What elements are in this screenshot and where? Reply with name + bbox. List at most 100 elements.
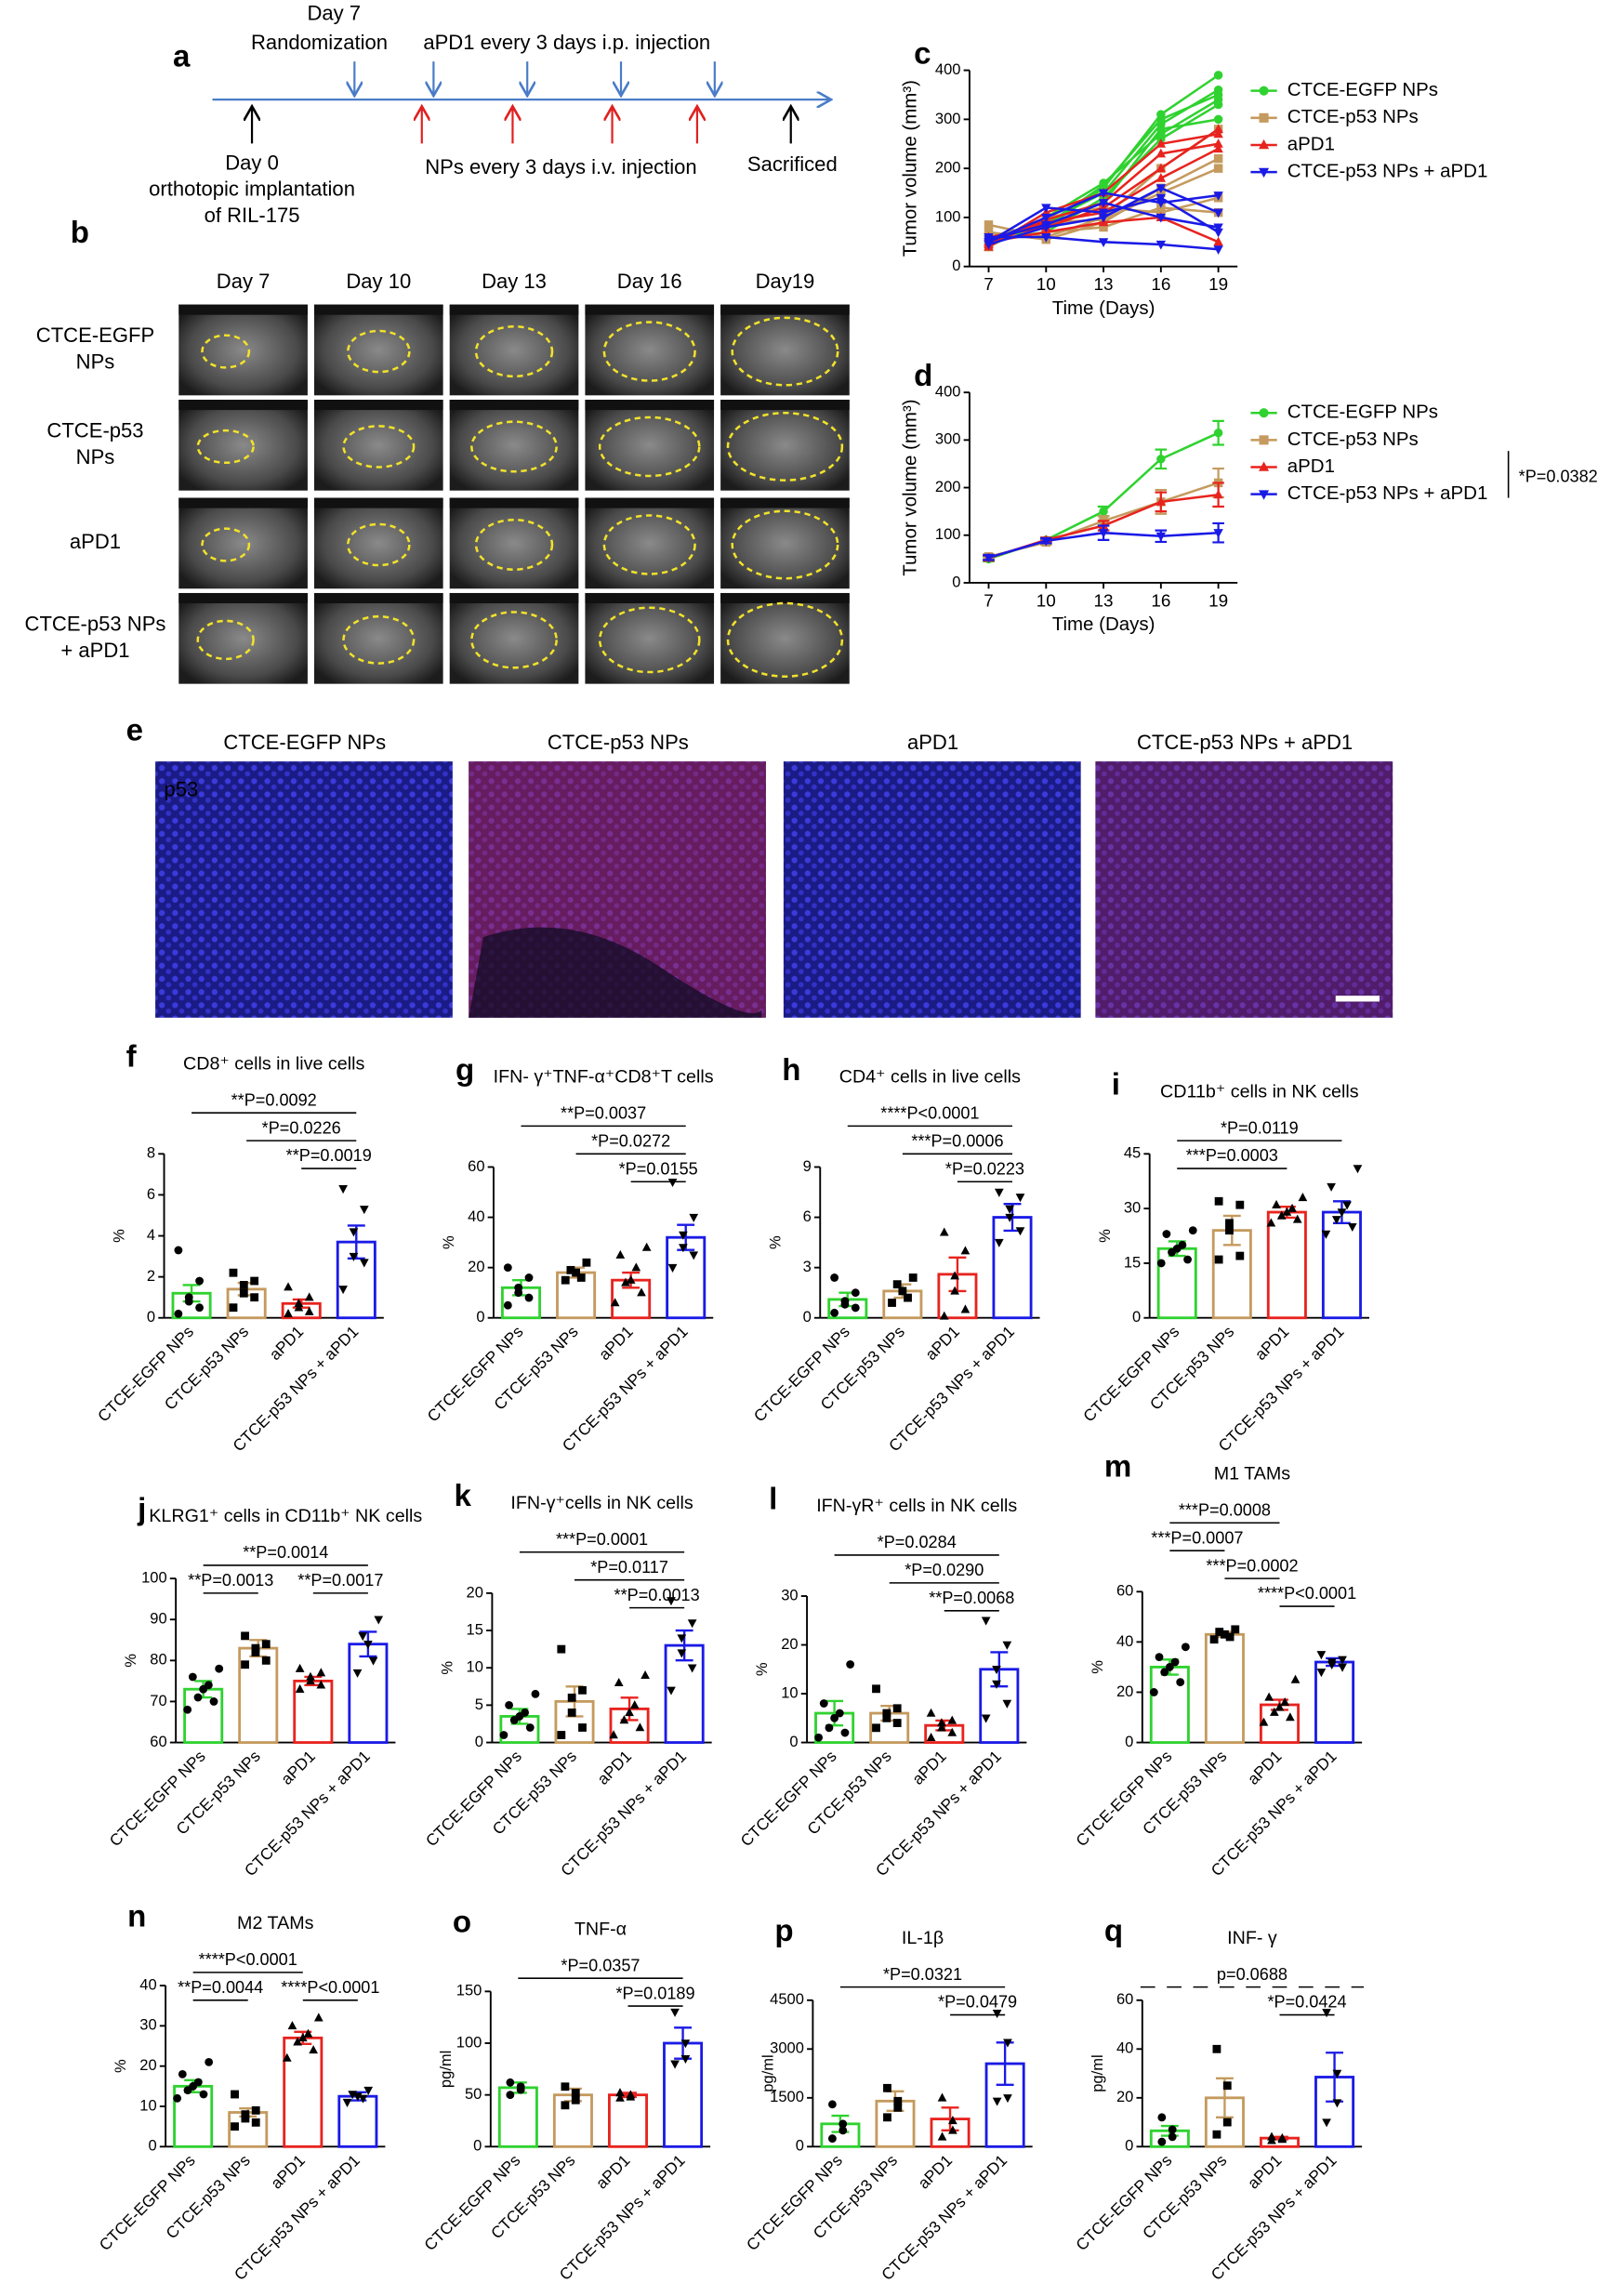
ultrasound-image	[314, 400, 443, 491]
data-point	[1212, 2130, 1221, 2139]
data-point	[1225, 1226, 1234, 1235]
x-tick-label: aPD1	[267, 2151, 309, 2193]
point	[1041, 233, 1051, 243]
probe-edge	[314, 497, 443, 508]
significance-label: *P=0.0357	[561, 1956, 640, 1974]
ultrasound-image	[449, 400, 579, 491]
data-point	[1342, 1201, 1352, 1210]
probe-edge	[585, 592, 715, 604]
data-point	[1222, 2118, 1232, 2127]
ultrasound-grid: Day 7 Day 10 Day 13 Day 16 Day19 CTCE-EGFP NPs…	[25, 270, 850, 684]
data-point	[503, 1300, 512, 1310]
significance-label: *P=0.0155	[619, 1159, 698, 1178]
data-point	[506, 2091, 515, 2100]
point	[1155, 163, 1167, 173]
image-title: CTCE-EGFP NPs	[223, 731, 386, 754]
legend-label: CTCE-p53 NPs	[1287, 429, 1419, 450]
y-axis-label: %	[111, 1229, 128, 1243]
x-tick-label: CTCE-EGFP NPs	[1072, 2151, 1175, 2254]
data-point	[241, 2110, 250, 2119]
y-tick-label: 10	[467, 1658, 483, 1676]
x-tick-label: aPD1	[1244, 2151, 1286, 2193]
data-point	[994, 1238, 1004, 1247]
data-point	[174, 1246, 183, 1255]
y-tick-label: 40	[139, 1975, 156, 1993]
timeline-text: NPs every 3 days i.v. injection	[425, 155, 696, 178]
ultrasound-image	[178, 304, 308, 396]
data-point	[1353, 1165, 1363, 1174]
panel-letter: e	[126, 713, 143, 747]
data-point	[1269, 1707, 1279, 1716]
data-point	[561, 2101, 570, 2110]
data-point	[251, 1643, 260, 1653]
data-point	[947, 1715, 957, 1724]
data-point	[1165, 1663, 1174, 1671]
y-tick-label: 200	[935, 159, 961, 177]
y-tick-label: 20	[1116, 2088, 1133, 2105]
bar	[1204, 1632, 1245, 1744]
point	[1156, 114, 1166, 125]
data-point	[1181, 1643, 1190, 1652]
point	[1098, 199, 1109, 208]
probe-edge	[178, 497, 308, 508]
ultrasound-image	[178, 497, 308, 589]
data-point	[947, 1727, 957, 1736]
point	[1213, 428, 1223, 438]
panel-letter: n	[127, 1899, 146, 1933]
data-point	[304, 1292, 314, 1301]
chart-title: IL-1β	[902, 1928, 944, 1948]
data-point	[926, 1733, 936, 1742]
ultrasound-image	[720, 592, 850, 684]
point	[1155, 199, 1167, 208]
y-tick-label: 20	[468, 1258, 484, 1275]
point	[1098, 189, 1109, 199]
data-point	[827, 2134, 837, 2143]
significance-label: **P=0.0068	[929, 1589, 1014, 1607]
data-point	[994, 1188, 1004, 1197]
data-point	[641, 1242, 652, 1251]
bar	[1321, 1210, 1362, 1320]
timeline-text: Day 7	[307, 2, 361, 25]
y-tick-label: 100	[935, 207, 961, 225]
column-header: Day 10	[346, 270, 411, 293]
x-tick-label: CTCE-EGFP NPs	[743, 2151, 846, 2254]
panel-letter: j	[137, 1492, 146, 1526]
significance-label: *P=0.0117	[590, 1558, 668, 1577]
data-point	[251, 2105, 260, 2115]
y-axis-label: %	[753, 1662, 771, 1676]
data-point	[883, 2113, 891, 2122]
data-point	[667, 1178, 678, 1187]
data-point	[937, 2131, 947, 2141]
data-point	[1170, 1657, 1180, 1667]
data-point	[178, 2069, 187, 2078]
data-point	[1277, 2132, 1287, 2142]
tumor-outline	[470, 611, 558, 669]
probe-edge	[314, 304, 443, 315]
data-point	[1225, 1632, 1235, 1642]
y-axis-label: %	[112, 2059, 129, 2073]
panel-letter: d	[914, 359, 932, 393]
y-tick-label: 3000	[770, 2039, 804, 2057]
x-tick-label: CTCE-EGFP NPs	[422, 1747, 525, 1850]
data-point	[352, 1669, 363, 1678]
y-tick-label: 0	[789, 1733, 798, 1750]
data-point	[892, 1719, 902, 1727]
data-point	[892, 1704, 902, 1713]
data-point	[295, 1683, 305, 1693]
data-point	[250, 1293, 259, 1302]
data-point	[531, 1689, 540, 1698]
ultrasound-image	[585, 304, 715, 396]
data-point	[571, 2095, 580, 2105]
legend-marker	[1259, 408, 1269, 418]
data-point	[1157, 2137, 1167, 2146]
data-point	[677, 1634, 687, 1643]
y-tick-label: 400	[935, 60, 961, 78]
y-tick-label: 15	[1124, 1253, 1141, 1271]
x-tick-label: aPD1	[1251, 1322, 1293, 1364]
data-point	[1156, 1259, 1166, 1268]
column-header: Day19	[756, 270, 815, 293]
panel-letter: k	[454, 1479, 471, 1513]
ultrasound-image	[585, 497, 715, 589]
tumor-outline	[342, 614, 416, 665]
x-axis-label: Time (Days)	[1052, 614, 1155, 635]
